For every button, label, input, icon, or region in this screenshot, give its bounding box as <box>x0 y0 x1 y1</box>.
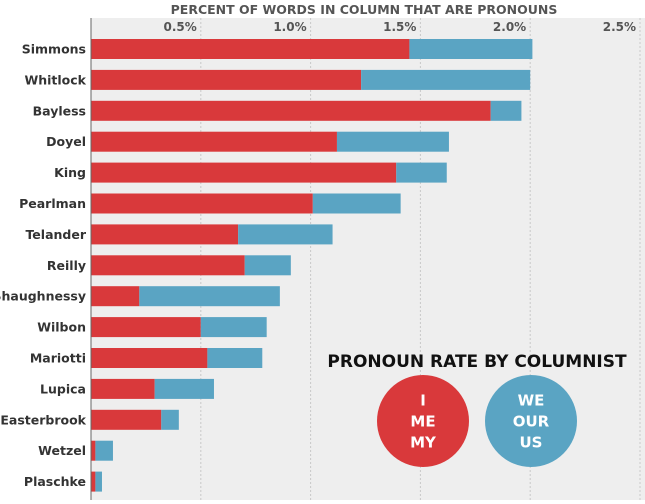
chart-title: PERCENT OF WORDS IN COLUMN THAT ARE PRON… <box>171 2 558 17</box>
bar-segment-singular <box>91 193 313 214</box>
category-label: Wetzel <box>38 443 86 458</box>
category-label: Mariotti <box>30 351 86 366</box>
bar-segment-plural <box>336 131 449 152</box>
bar-segment-singular <box>91 255 245 276</box>
category-label: Lupica <box>40 381 86 396</box>
category-labels: Simmons Whitlock Bayless Doyel King Pearlman T… <box>0 42 87 490</box>
bar-segment-plural <box>95 471 102 492</box>
bars <box>91 39 533 492</box>
bar-segment-singular <box>91 39 410 59</box>
bar-segment-plural <box>396 162 447 183</box>
category-label: Whitlock <box>24 72 86 87</box>
category-label: Wilbon <box>37 320 86 335</box>
legend: PRONOUN RATE BY COLUMNIST I ME MY WE OUR US <box>327 352 627 467</box>
bar-segment-plural <box>139 286 280 307</box>
bar-segment-plural <box>200 317 267 338</box>
bar-segment-plural <box>312 193 401 214</box>
bar-segment-plural <box>161 409 179 430</box>
legend-circle <box>485 375 577 467</box>
category-label: Plaschke <box>24 474 86 489</box>
bar-segment-plural <box>95 440 113 461</box>
legend-word: US <box>520 434 543 452</box>
category-label: Easterbrook <box>0 412 86 427</box>
x-tick-label: 2.5% <box>603 20 636 34</box>
category-label: Doyel <box>46 134 86 149</box>
bar-segment-plural <box>361 69 531 90</box>
category-label: Reilly <box>47 258 86 273</box>
bar-segment-singular <box>91 348 208 368</box>
bar-segment-singular <box>91 224 239 245</box>
bar-segment-plural <box>244 255 291 276</box>
legend-word: MY <box>410 434 437 452</box>
legend-word: I <box>420 392 426 410</box>
category-label: Shaughnessy <box>0 289 86 304</box>
category-label: Pearlman <box>19 196 86 211</box>
bar-segment-singular <box>91 409 162 430</box>
category-label: King <box>54 165 86 180</box>
legend-title: PRONOUN RATE BY COLUMNIST <box>327 352 627 372</box>
bar-segment-singular <box>91 317 201 338</box>
x-axis-ticks: 0.5% 1.0% 1.5% 2.0% 2.5% <box>164 20 636 34</box>
legend-circle <box>377 375 469 467</box>
legend-word: WE <box>518 392 545 410</box>
category-label: Bayless <box>33 103 86 118</box>
x-tick-label: 1.0% <box>273 20 306 34</box>
x-tick-label: 2.0% <box>493 20 526 34</box>
bar-segment-singular <box>91 378 155 399</box>
bar-segment-singular <box>91 100 491 121</box>
bar-segment-singular <box>91 440 96 461</box>
bar-segment-plural <box>154 378 214 399</box>
category-label: Telander <box>25 227 86 242</box>
legend-word: OUR <box>513 413 550 431</box>
bar-segment-plural <box>490 100 522 121</box>
bar-segment-singular <box>91 286 140 307</box>
bar-segment-singular <box>91 131 337 152</box>
bar-segment-singular <box>91 471 96 492</box>
x-tick-label: 1.5% <box>383 20 416 34</box>
bar-segment-plural <box>238 224 333 245</box>
legend-word: ME <box>410 413 435 431</box>
bar-segment-singular <box>91 162 397 183</box>
category-label: Simmons <box>22 42 86 57</box>
bar-segment-singular <box>91 69 362 90</box>
bar-segment-plural <box>207 348 263 368</box>
x-tick-label: 0.5% <box>164 20 197 34</box>
bar-segment-plural <box>409 39 533 59</box>
